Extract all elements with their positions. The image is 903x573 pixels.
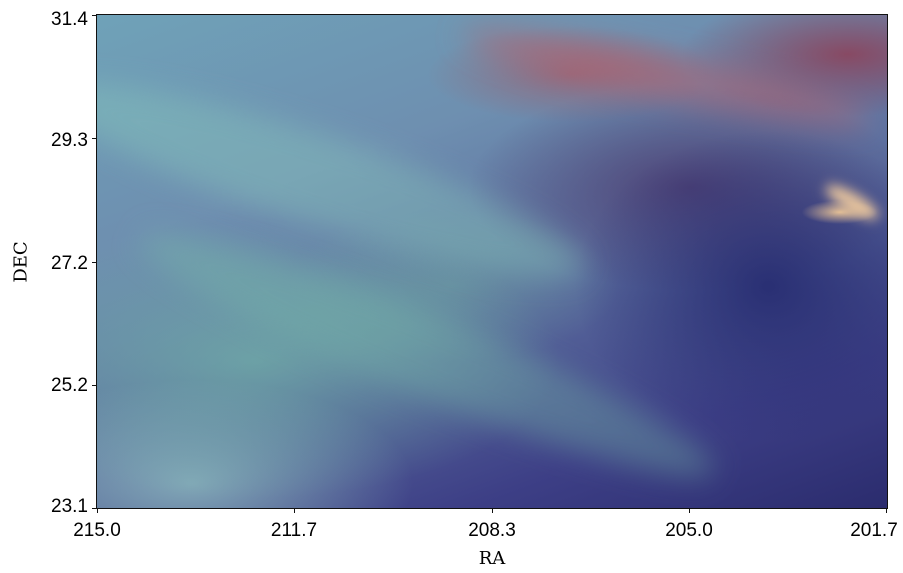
y-tick — [92, 385, 97, 386]
y-tick-label: 29.3 — [51, 130, 88, 151]
y-tick — [92, 15, 97, 16]
y-tick-label: 31.4 — [51, 9, 88, 30]
y-tick-label: 23.1 — [51, 496, 88, 517]
sky-image — [96, 14, 888, 509]
x-tick-label: 208.3 — [468, 520, 516, 541]
x-tick-label: 211.7 — [270, 520, 318, 541]
y-tick-label: 27.2 — [51, 253, 88, 274]
x-tick-label: 201.7 — [850, 520, 898, 541]
x-axis-label: RA — [478, 548, 506, 569]
y-tick — [92, 508, 97, 509]
y-tick-label: 25.2 — [51, 375, 88, 396]
y-axis-label: DEC — [10, 241, 32, 283]
x-tick — [886, 508, 887, 513]
x-tick — [97, 508, 98, 513]
y-tick — [92, 138, 97, 139]
red-filament — [456, 15, 878, 144]
x-tick — [689, 508, 690, 513]
y-tick — [92, 262, 97, 263]
bright-knot — [821, 179, 883, 225]
x-tick-label: 205.0 — [665, 520, 713, 541]
x-tick-label: 215.0 — [73, 520, 121, 541]
x-tick — [294, 508, 295, 513]
x-tick — [492, 508, 493, 513]
